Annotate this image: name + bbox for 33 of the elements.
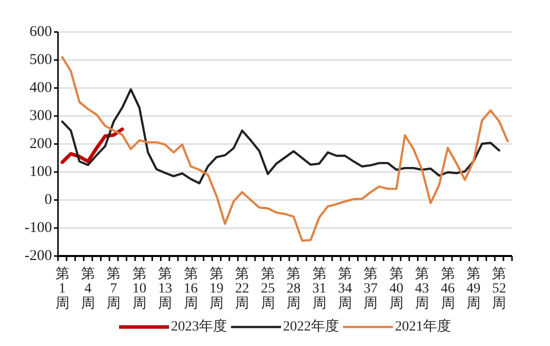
- x-tick-label: 第7周: [106, 266, 121, 312]
- x-tick-label: 第43周: [415, 266, 430, 312]
- x-tick-label: 第1周: [55, 266, 70, 312]
- x-tick-label: 第4周: [80, 266, 95, 312]
- x-tick-label: 第40周: [389, 266, 404, 312]
- x-tick-label: 第46周: [440, 266, 455, 312]
- x-tick-label: 第34周: [338, 266, 352, 312]
- x-tick-label: 第49周: [466, 266, 480, 312]
- legend-label: 2021年度: [395, 318, 451, 334]
- x-tick-label: 第25周: [260, 266, 275, 312]
- y-tick-label: 0: [44, 192, 52, 208]
- x-tick-label: 第16周: [184, 266, 198, 312]
- y-tick-label: -200: [24, 248, 52, 264]
- x-tick-label: 第22周: [235, 266, 250, 312]
- line-series: [61, 88, 500, 184]
- y-tick-label: 500: [30, 52, 52, 68]
- x-tick-label: 第37周: [364, 266, 378, 312]
- x-tick-label: 第10周: [132, 266, 146, 312]
- x-tick-label: 第19周: [209, 266, 224, 312]
- legend-label: 2022年度: [283, 318, 339, 334]
- y-tick-label: 200: [30, 136, 52, 152]
- legend-label: 2023年度: [171, 318, 227, 334]
- y-tick-label: 400: [30, 80, 52, 96]
- y-tick-label: 300: [30, 108, 52, 124]
- y-tick-label: 600: [30, 24, 52, 40]
- y-tick-label: -100: [24, 220, 52, 236]
- line-series: [61, 56, 509, 242]
- x-tick-label: 第31周: [312, 266, 326, 312]
- line-series: [60, 127, 124, 164]
- y-tick-label: 100: [30, 164, 52, 180]
- x-tick-label: 第52周: [492, 266, 506, 312]
- x-tick-label: 第13周: [158, 266, 172, 312]
- x-tick-label: 第28周: [286, 266, 301, 312]
